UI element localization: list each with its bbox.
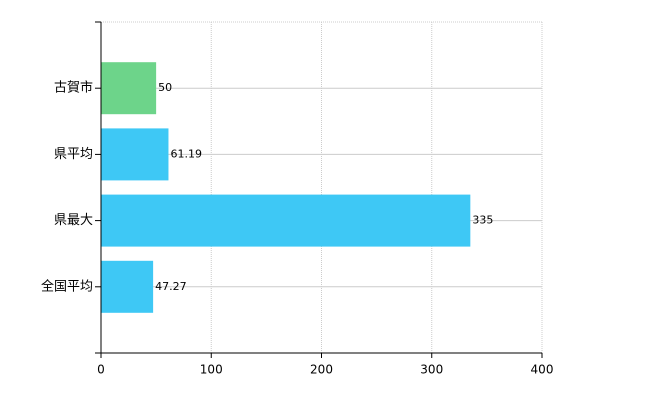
value-label: 335 [472, 214, 493, 227]
value-label: 61.19 [170, 147, 202, 160]
y-tick-label: 県最大 [54, 213, 93, 228]
y-tick-label: 全国平均 [41, 278, 93, 294]
x-tick-label: 100 [200, 363, 223, 377]
y-tick-label: 県平均 [54, 147, 93, 162]
y-tick-label: 古賀市 [54, 80, 93, 96]
x-tick-label: 0 [97, 363, 105, 377]
x-tick-label: 300 [420, 363, 443, 377]
bar [101, 128, 169, 181]
x-tick-label: 200 [310, 363, 333, 377]
x-tick-label: 400 [531, 363, 554, 377]
value-label: 50 [158, 81, 172, 94]
bar [101, 62, 157, 115]
value-label: 47.27 [155, 280, 187, 293]
bar [101, 260, 154, 313]
bar [101, 194, 471, 247]
